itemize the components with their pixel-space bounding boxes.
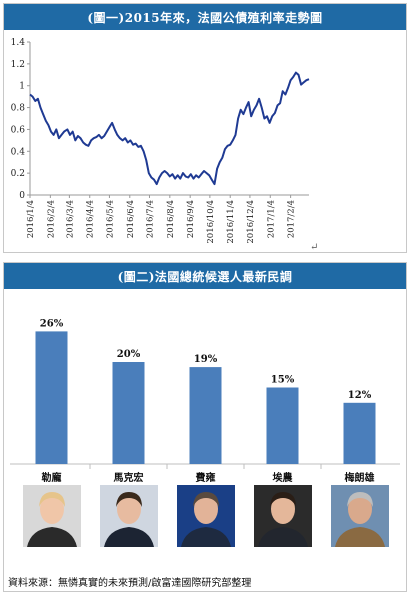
poll-chart-panel: (圖二)法國總統候選人最新民調 26% 勒龐 20% 馬克宏 19% 費雍 15% 埃農 12%…	[3, 262, 407, 592]
x-tick-label: 2016/6/4	[126, 200, 136, 238]
x-tick-label: 2017/2/4	[287, 200, 297, 238]
y-tick-label: 0.8	[11, 104, 26, 114]
y-tick-label: 1.4	[11, 38, 26, 48]
x-tick-label: 2016/12/4	[246, 200, 256, 244]
poll-bar	[35, 331, 68, 464]
y-tick-label: 0.6	[11, 125, 26, 135]
poll-bar	[112, 362, 145, 464]
bar-value-label: 26%	[40, 318, 64, 329]
x-tick-label: 2016/3/4	[65, 200, 75, 238]
poll-bar	[189, 367, 222, 464]
portrait-photo-icon	[176, 485, 235, 547]
portrait-photo-icon	[330, 485, 389, 547]
category-label: 費雍	[196, 471, 216, 484]
poll-bar-chart: 26% 勒龐 20% 馬克宏 19% 費雍 15% 埃農 12% 梅朗雄	[10, 318, 400, 484]
y-tick-label: 1.2	[11, 60, 25, 70]
y-tick-label: 0.4	[11, 147, 26, 157]
bar-value-label: 15%	[271, 375, 295, 386]
yield-chart-panel: (圖一)2015年來，法國公債殖利率走勢圖 0 0.2 0.4 0.6 0.8 1 1.2 1…	[3, 3, 407, 253]
x-tick-label: 2016/11/4	[226, 200, 236, 244]
x-tick-label: 2016/7/4	[145, 200, 155, 238]
y-tick-label: 0	[19, 191, 25, 201]
poll-chart-title: (圖二)法國總統候選人最新民調	[4, 263, 406, 289]
x-tick-label: 2016/10/4	[206, 200, 216, 244]
x-tick-label: 2016/9/4	[186, 200, 196, 238]
x-tick-label: 2017/1/4	[266, 200, 276, 238]
source-note: 資料來源：無憐真實的未來預測/啟富達國際研究部整理	[8, 578, 252, 589]
yield-line-chart: 0 0.2 0.4 0.6 0.8 1 1.2 1.4 2016/1/4 2016/2/4 2016…	[11, 38, 310, 244]
y-tick-label: 0.2	[11, 169, 25, 179]
portrait-photo-icon	[253, 485, 312, 547]
x-tick-label: 2016/5/4	[105, 200, 115, 238]
x-tick-label: 2016/2/4	[46, 200, 56, 238]
poll-bar	[266, 387, 299, 464]
category-label: 梅朗雄	[345, 471, 375, 484]
yield-series-line	[29, 71, 310, 186]
y-tick-label: 1	[19, 82, 25, 92]
yield-chart-title: (圖一)2015年來，法國公債殖利率走勢圖	[4, 4, 406, 30]
bar-value-label: 20%	[117, 349, 141, 360]
category-label: 埃農	[273, 471, 294, 484]
category-label: 勒龐	[42, 471, 62, 484]
portrait-photo-icon	[22, 485, 81, 547]
portrait-photo-icon	[99, 485, 158, 547]
x-tick-label: 2016/1/4	[26, 200, 36, 238]
category-label: 馬克宏	[114, 471, 144, 484]
paragraph-return-icon: ↵	[310, 242, 319, 253]
x-tick-label: 2016/8/4	[166, 200, 176, 238]
bar-value-label: 12%	[348, 390, 372, 401]
x-tick-label: 2016/4/4	[86, 200, 96, 238]
bar-value-label: 19%	[194, 354, 218, 365]
poll-bar	[343, 402, 376, 464]
